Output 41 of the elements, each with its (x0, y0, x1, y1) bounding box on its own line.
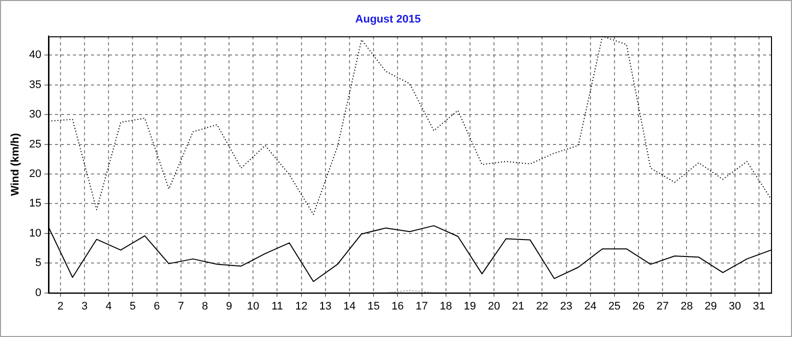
x-tick-label: 10 (247, 300, 260, 312)
x-tick-label: 26 (632, 300, 645, 312)
x-tick-label: 13 (319, 300, 332, 312)
y-tick-label: 0 (35, 286, 42, 299)
x-tick-label: 5 (130, 300, 136, 312)
x-tick-label: 27 (656, 300, 669, 312)
x-tick-label: 21 (512, 300, 524, 312)
x-tick-label: 30 (728, 300, 741, 312)
x-tick-label: 15 (367, 300, 380, 312)
y-tick-label: 5 (35, 257, 42, 270)
x-tick-label: 28 (680, 300, 693, 312)
x-tick-label: 23 (560, 300, 572, 312)
y-tick-label: 20 (29, 168, 42, 180)
y-tick-label: 40 (29, 49, 42, 62)
y-axis-title: Wind (km/h) (10, 132, 22, 196)
x-tick-label: 3 (82, 300, 88, 312)
x-tick-label: 4 (106, 300, 112, 312)
y-tick-label: 15 (29, 198, 42, 210)
x-tick-label: 12 (295, 300, 308, 312)
x-tick-label: 20 (488, 300, 500, 312)
x-tick-label: 16 (392, 300, 404, 312)
x-tick-label: 11 (272, 300, 283, 312)
x-tick-label: 19 (464, 300, 476, 312)
x-tick-label: 9 (226, 300, 232, 312)
x-tick-label: 6 (154, 300, 160, 312)
x-tick-label: 2 (57, 300, 64, 312)
x-tick-label: 7 (178, 300, 184, 312)
x-tick-label: 18 (440, 300, 452, 312)
x-tick-label: 25 (608, 300, 621, 312)
x-tick-label: 22 (536, 300, 548, 312)
chart-title: August 2015 (355, 14, 421, 26)
x-tick-label: 29 (704, 300, 717, 312)
y-tick-label: 25 (29, 138, 42, 150)
x-tick-label: 8 (202, 300, 208, 312)
x-tick-label: 24 (584, 300, 596, 312)
y-tick-label: 30 (29, 108, 42, 121)
x-tick-label: 31 (752, 300, 766, 312)
y-tick-label: 35 (29, 78, 42, 91)
x-tick-label: 14 (343, 300, 356, 312)
x-tick-label: 17 (416, 300, 428, 312)
y-tick-label: 10 (29, 227, 42, 240)
